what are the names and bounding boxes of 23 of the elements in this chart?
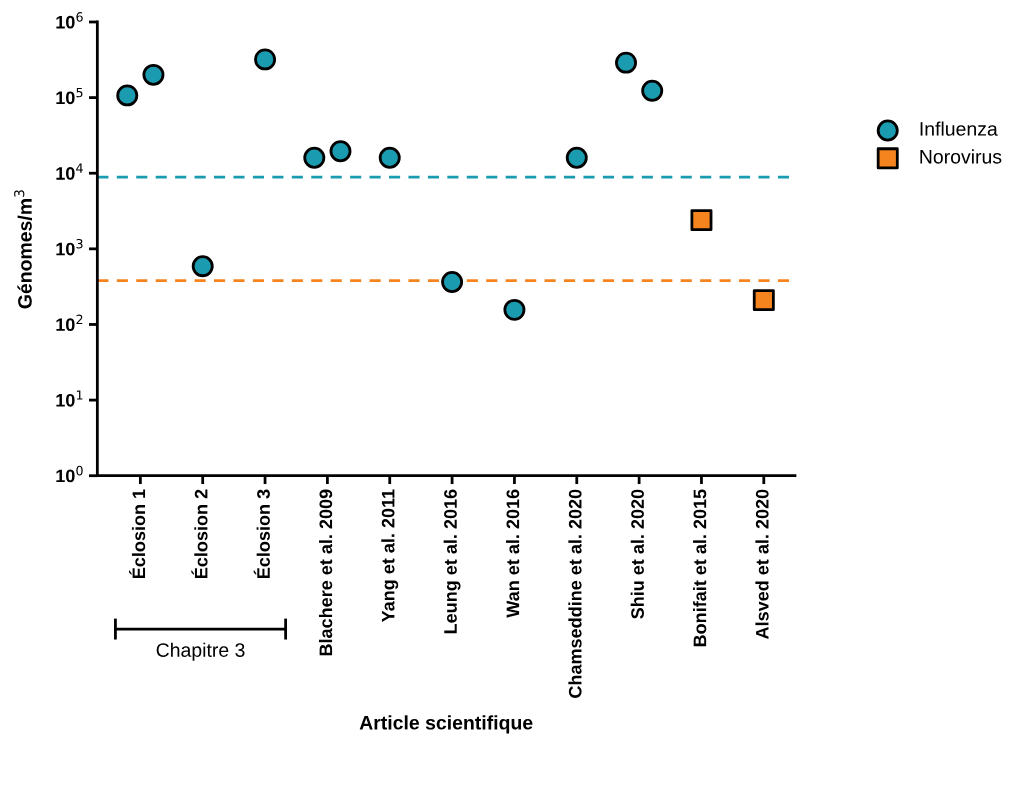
y-tick-label: 10$^{1}$ <box>56 390 83 407</box>
y-tick-label: 10$^{6}$ <box>56 12 83 29</box>
legend-label: Influenza <box>920 121 998 136</box>
y-tick-label: 10$^{4}$ <box>56 163 83 180</box>
x-tick-label: Éclosion 2 <box>191 489 208 578</box>
legend-label: Norovirus <box>920 149 1002 164</box>
x-tick-label: Éclosion 3 <box>253 489 270 578</box>
x-tick-label: Éclosion 1 <box>129 489 146 578</box>
x-tick-label: Shiu et al. 2020 <box>630 489 644 619</box>
y-tick-label: 10$^{2}$ <box>56 314 83 332</box>
x-tick-label: Blachere et al. 2009 <box>318 489 333 656</box>
y-tick-label: 10$^{3}$ <box>56 238 83 256</box>
x-tick-label: Wan et al. 2016 <box>506 489 520 618</box>
x-axis-title: Article scientifique <box>359 715 533 734</box>
x-tick-label: Chamseddine et al. 2020 <box>568 489 582 698</box>
y-axis-title: Génomes/m$^{3}$ <box>14 190 33 309</box>
y-tick-label: 10$^{5}$ <box>56 87 83 105</box>
x-tick-label: Bonifait et al. 2015 <box>693 489 707 647</box>
x-tick-label: Alsved et al. 2020 <box>755 489 769 639</box>
x-tick-label: Leung et al. 2016 <box>443 489 461 634</box>
x-tick-label: Yang et al. 2011 <box>381 489 399 623</box>
y-tick-label: 10$^{0}$ <box>56 465 83 483</box>
text: Chapitre 3 <box>156 642 245 661</box>
